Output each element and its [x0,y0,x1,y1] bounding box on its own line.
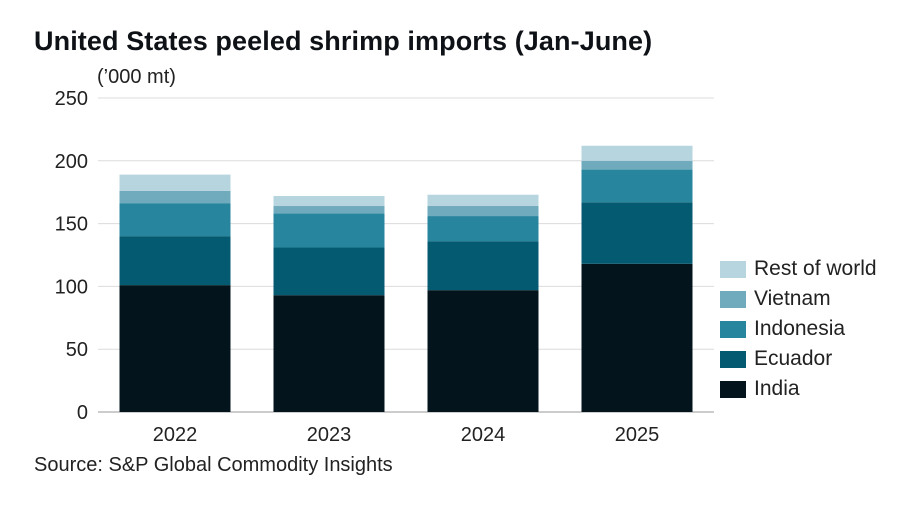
bar-india-2023 [273,295,385,412]
legend-label: Indonesia [754,317,846,340]
legend-swatch [720,380,746,398]
bar-rest-of-world-2025 [581,145,693,161]
legend-item-indonesia: Indonesia [720,314,877,344]
bar-indonesia-2024 [427,216,539,242]
legend-item-rest-of-world: Rest of world [720,254,877,284]
x-axis-labels: 2022 2023 2024 2025 [153,424,660,446]
legend-swatch [720,260,746,278]
bar-rest-of-world-2023 [273,195,385,207]
legend-swatch [720,320,746,338]
y-tick-label: 50 [66,339,88,361]
y-tick-label: 100 [55,276,88,298]
bar-ecuador-2025 [581,202,693,264]
bar-vietnam-2023 [273,206,385,214]
legend-item-vietnam: Vietnam [720,284,877,314]
bar-ecuador-2024 [427,241,539,291]
x-category-label: 2024 [461,424,506,446]
y-axis-ticks: 0 50 100 150 200 250 [55,88,88,424]
legend-swatch [720,290,746,308]
y-tick-label: 200 [55,151,88,173]
legend-label: Rest of world [754,257,877,280]
x-category-label: 2025 [615,424,660,446]
bar-stacks [119,145,693,412]
chart-title: United States peeled shrimp imports (Jan… [34,26,653,56]
legend: Rest of world Vietnam Indonesia Ecuador Indi… [720,254,877,404]
bar-vietnam-2022 [119,190,231,204]
y-axis-unit-label: (’000 mt) [97,66,176,88]
legend-label: Ecuador [754,347,833,370]
legend-label: Vietnam [754,287,831,310]
legend-swatch [720,350,746,368]
bar-indonesia-2025 [581,169,693,203]
bar-indonesia-2023 [273,213,385,248]
bar-ecuador-2023 [273,247,385,296]
bar-india-2024 [427,290,539,412]
bar-vietnam-2024 [427,206,539,217]
bar-indonesia-2022 [119,203,231,237]
y-tick-label: 0 [77,402,88,424]
y-tick-label: 250 [55,88,88,110]
legend-item-india: India [720,374,877,404]
bar-vietnam-2025 [581,160,693,170]
bar-ecuador-2022 [119,236,231,286]
source-note: Source: S&P Global Commodity Insights [34,454,393,476]
legend-label: India [754,377,800,400]
y-tick-label: 150 [55,214,88,236]
bar-rest-of-world-2024 [427,194,539,207]
bar-rest-of-world-2022 [119,174,231,191]
bar-india-2022 [119,285,231,412]
x-category-label: 2023 [307,424,352,446]
bar-india-2025 [581,263,693,412]
x-category-label: 2022 [153,424,198,446]
legend-item-ecuador: Ecuador [720,344,877,374]
